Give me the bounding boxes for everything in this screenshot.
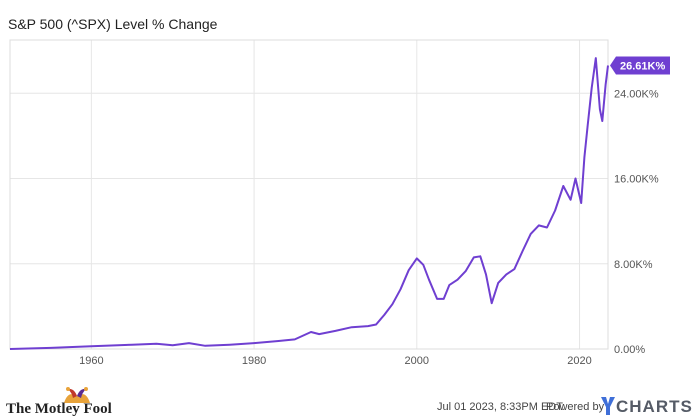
y-tick-label: 8.00K% (614, 259, 653, 271)
x-tick-label: 2020 (567, 355, 591, 367)
brand-text: The Motley Fool (6, 401, 112, 417)
plot-frame (9, 39, 609, 350)
chart-series (9, 57, 609, 350)
x-tick-label: 2000 (405, 355, 429, 367)
motley-fool-logo: The Motley Fool (6, 386, 112, 420)
powered-by-text: Powered by (546, 401, 605, 413)
ycharts-y-icon (601, 397, 615, 415)
chart-title: S&P 500 (^SPX) Level % Change (8, 16, 218, 32)
jester-hat-icon (64, 387, 90, 403)
ycharts-logo: CHARTS (600, 395, 694, 417)
last-value-label: 26.61K% (620, 60, 665, 72)
chart-labels: 1960 1980 2000 2020 0.00% 8.00K% 16.00K% 24.00K… (79, 56, 670, 367)
chart-grid (10, 40, 608, 350)
x-tick-label: 1960 (79, 355, 103, 367)
ycharts-text: CHARTS (616, 397, 693, 416)
timestamp: Jul 01 2023, 8:33PM EDT. (437, 401, 565, 413)
chart-axes (9, 39, 609, 350)
y-tick-label: 16.00K% (614, 174, 659, 186)
y-tick-label: 24.00K% (614, 88, 659, 100)
y-tick-label: 0.00% (614, 344, 645, 356)
last-value-badge (610, 56, 670, 75)
footer: The Motley Fool Jul 01 2023, 8:33PM EDT.… (0, 386, 700, 420)
series-line (9, 57, 609, 350)
x-tick-label: 1980 (242, 355, 266, 367)
